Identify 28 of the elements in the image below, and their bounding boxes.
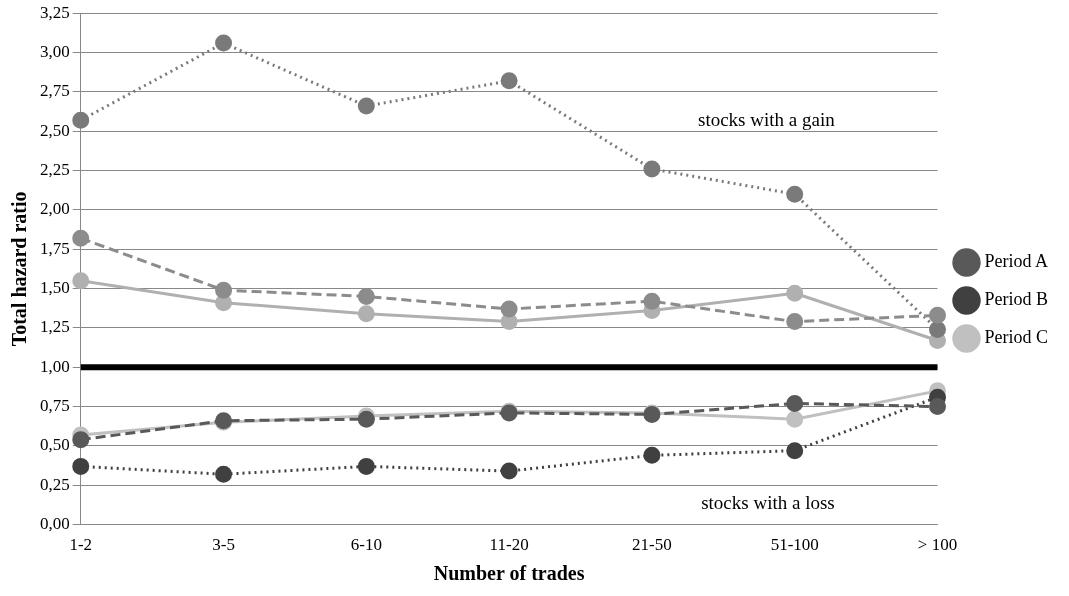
- x-tick-label: > 100: [917, 535, 958, 555]
- y-tick-label: 1,25: [40, 317, 70, 337]
- annotation: stocks with a loss: [701, 492, 835, 514]
- y-tick-label: 1,00: [40, 356, 70, 376]
- y-tick-label: 0,50: [40, 435, 70, 455]
- y-tick-label: 3,00: [40, 42, 70, 62]
- y-tick-label: 2,25: [40, 160, 70, 180]
- y-tick-label: 0,00: [40, 514, 70, 534]
- y-tick-label: 0,75: [40, 396, 70, 416]
- x-axis-title: Number of trades: [433, 562, 585, 585]
- y-tick-label: 2,00: [40, 199, 70, 219]
- y-axis-title: Total hazard ratio: [8, 191, 31, 347]
- legend-label: Period B: [984, 289, 1049, 310]
- y-tick-label: 3,25: [40, 2, 70, 22]
- y-tick-label: 1,75: [40, 238, 70, 258]
- x-tick-label: 6-10: [350, 535, 382, 555]
- annotation: stocks with a gain: [698, 108, 836, 130]
- legend-label: Period C: [984, 327, 1049, 348]
- x-tick-label: 1-2: [69, 535, 93, 555]
- legend-label: Period A: [984, 251, 1049, 272]
- x-tick-label: 3-5: [212, 535, 235, 555]
- y-tick-label: 0,25: [40, 474, 70, 494]
- x-tick-label: 51-100: [770, 535, 819, 555]
- y-tick-label: 2,75: [40, 81, 70, 101]
- y-tick-label: 1,50: [40, 278, 70, 298]
- x-tick-label: 21-50: [632, 535, 672, 555]
- x-tick-label: 11-20: [489, 535, 529, 555]
- y-tick-label: 2,50: [40, 120, 70, 140]
